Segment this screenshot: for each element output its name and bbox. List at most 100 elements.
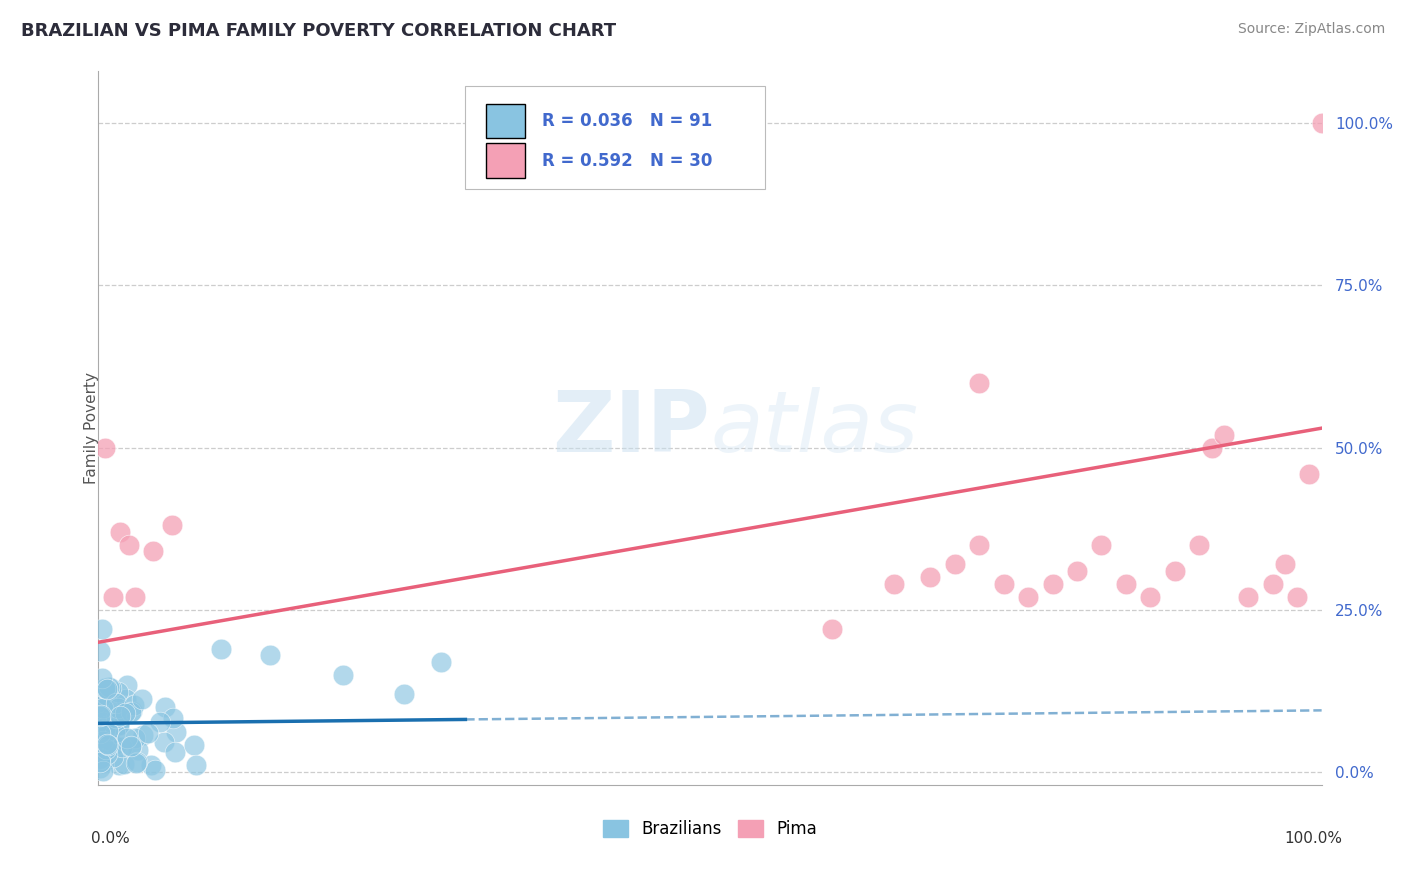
Point	[100, 681, 122, 695]
Point	[392, 687, 416, 701]
Point	[993, 577, 1015, 591]
Point	[89, 752, 111, 766]
Text: R = 0.592   N = 30: R = 0.592 N = 30	[543, 152, 713, 169]
Point	[103, 726, 125, 740]
Point	[98, 681, 121, 695]
Point	[89, 725, 111, 739]
Point	[89, 751, 111, 765]
Point	[94, 723, 117, 737]
Text: 100.0%: 100.0%	[1285, 831, 1343, 846]
Point	[186, 758, 208, 772]
Point	[114, 706, 136, 720]
Point	[1298, 467, 1320, 481]
Point	[117, 677, 139, 691]
Point	[1139, 590, 1161, 604]
Point	[89, 739, 111, 753]
Point	[118, 538, 141, 552]
Point	[107, 701, 129, 715]
Point	[94, 689, 117, 703]
Point	[91, 752, 114, 766]
Point	[1201, 441, 1223, 455]
Point	[97, 720, 120, 734]
Text: Source: ZipAtlas.com: Source: ZipAtlas.com	[1237, 22, 1385, 37]
Point	[821, 622, 844, 636]
Point	[1237, 590, 1260, 604]
Point	[104, 710, 127, 724]
Point	[94, 681, 117, 695]
Point	[967, 538, 990, 552]
Point	[108, 709, 131, 723]
Y-axis label: Family Poverty: Family Poverty	[84, 372, 98, 484]
Point	[107, 757, 129, 772]
Point	[91, 622, 114, 636]
Point	[120, 739, 142, 753]
Point	[142, 544, 165, 558]
Point	[96, 747, 118, 762]
Point	[120, 739, 142, 754]
Point	[124, 590, 146, 604]
Point	[91, 734, 114, 748]
Text: BRAZILIAN VS PIMA FAMILY POVERTY CORRELATION CHART: BRAZILIAN VS PIMA FAMILY POVERTY CORRELA…	[21, 22, 616, 40]
Point	[1164, 564, 1187, 578]
Point	[101, 590, 124, 604]
Point	[90, 726, 112, 740]
FancyBboxPatch shape	[486, 104, 526, 138]
Point	[149, 714, 172, 729]
Point	[96, 733, 118, 747]
FancyBboxPatch shape	[465, 86, 765, 189]
Point	[90, 739, 112, 753]
Point	[883, 577, 905, 591]
Point	[127, 755, 149, 769]
Point	[91, 702, 114, 716]
Point	[162, 711, 184, 725]
Point	[108, 718, 131, 732]
Point	[259, 648, 281, 663]
Point	[165, 725, 187, 739]
Point	[89, 697, 111, 711]
Point	[89, 739, 111, 753]
FancyBboxPatch shape	[486, 144, 526, 178]
Point	[91, 714, 114, 729]
Point	[94, 681, 117, 696]
Point	[143, 764, 166, 778]
Point	[1286, 590, 1309, 604]
Point	[94, 742, 117, 756]
Point	[108, 717, 131, 731]
Point	[96, 737, 118, 751]
Point	[89, 735, 111, 749]
Point	[121, 704, 143, 718]
Point	[93, 441, 115, 455]
Point	[90, 708, 112, 723]
Point	[1066, 564, 1088, 578]
Point	[89, 761, 111, 775]
Text: atlas: atlas	[710, 386, 918, 470]
Point	[101, 736, 124, 750]
Point	[111, 740, 134, 755]
Point	[209, 641, 232, 656]
Point	[107, 685, 129, 699]
Point	[1042, 577, 1064, 591]
Point	[90, 671, 112, 685]
Point	[943, 558, 966, 572]
Point	[110, 524, 132, 539]
Point	[91, 734, 114, 748]
Point	[96, 719, 118, 733]
Point	[430, 655, 453, 669]
Point	[160, 518, 183, 533]
Point	[89, 755, 111, 769]
Point	[103, 749, 125, 764]
Point	[115, 731, 138, 746]
Point	[153, 735, 176, 749]
Point	[1115, 577, 1137, 591]
Point	[124, 731, 146, 746]
Point	[96, 681, 118, 695]
Point	[131, 728, 153, 742]
Point	[89, 708, 111, 723]
Point	[1261, 577, 1284, 591]
Point	[141, 758, 163, 772]
Point	[1188, 538, 1211, 552]
Point	[1090, 538, 1112, 552]
Point	[122, 698, 145, 712]
Point	[104, 739, 127, 754]
Point	[967, 376, 990, 390]
